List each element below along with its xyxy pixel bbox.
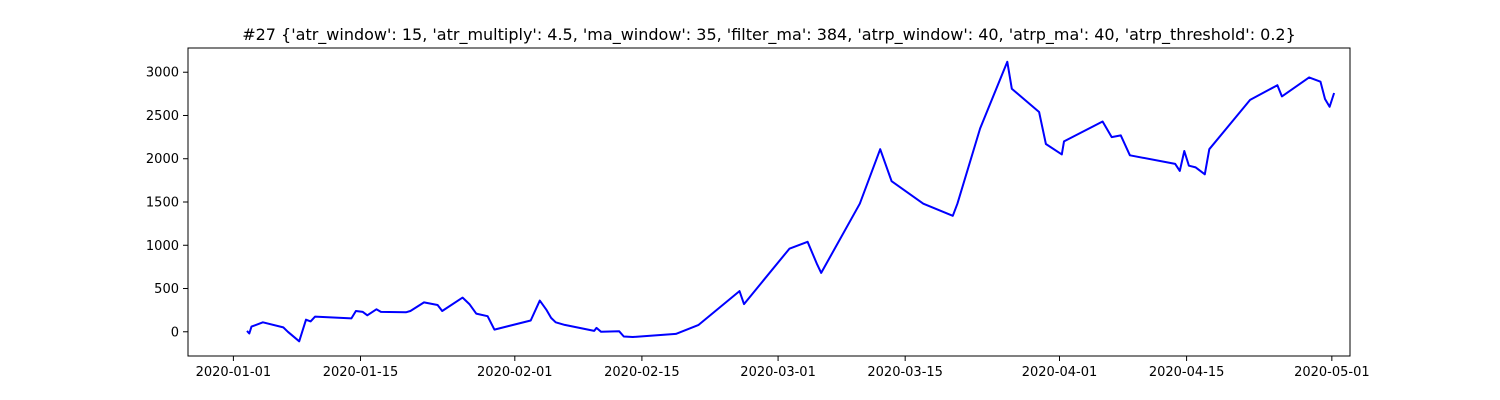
- y-axis: 0 500 1000 1500 2000 2500 3000: [146, 66, 188, 340]
- y-tick-label: 1000: [146, 239, 179, 254]
- x-tick-label: 2020-03-15: [867, 365, 943, 380]
- plot-area: [246, 60, 1336, 343]
- x-tick-label: 2020-02-01: [477, 365, 553, 380]
- x-tick-label: 2020-01-01: [196, 365, 272, 380]
- axes-frame: [187, 47, 1351, 357]
- chart-title: #27 {'atr_window': 15, 'atr_multiply': 4…: [242, 25, 1296, 45]
- y-tick-label: 2000: [146, 152, 179, 167]
- x-tick-label: 2020-05-01: [1294, 365, 1370, 380]
- series-line: [246, 60, 1336, 343]
- y-tick-label: 3000: [146, 66, 179, 81]
- y-tick-label: 0: [171, 325, 179, 340]
- y-tick-label: 2500: [146, 109, 179, 124]
- y-tick-label: 1500: [146, 196, 179, 211]
- y-tick-label: 500: [154, 282, 179, 297]
- x-tick-label: 2020-02-15: [604, 365, 680, 380]
- x-tick-label: 2020-01-15: [323, 365, 399, 380]
- x-tick-label: 2020-04-15: [1149, 365, 1225, 380]
- x-tick-label: 2020-04-01: [1022, 365, 1098, 380]
- x-tick-label: 2020-03-01: [740, 365, 816, 380]
- x-axis: 2020-01-01 2020-01-15 2020-02-01 2020-02-15…: [196, 356, 1370, 380]
